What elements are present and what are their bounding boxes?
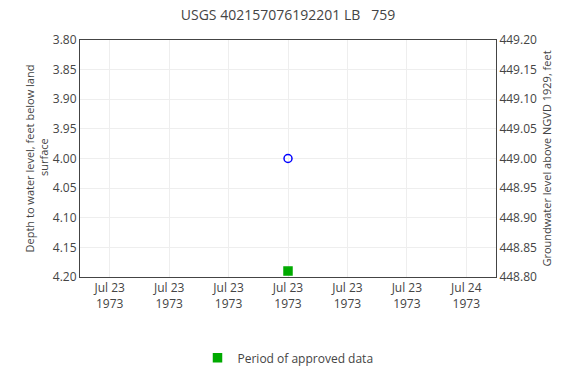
svg-text:449.10: 449.10 [499,90,537,107]
svg-text:USGS 402157076192201 LB 759: USGS 402157076192201 LB 759 [181,5,395,24]
svg-text:449.00: 449.00 [499,150,537,167]
svg-text:4.00: 4.00 [53,150,77,167]
svg-text:3.85: 3.85 [53,61,77,78]
svg-text:Period of approved data: Period of approved data [238,350,374,367]
svg-text:Jul 231973: Jul 231973 [331,279,363,312]
svg-text:Jul 231973: Jul 231973 [93,279,125,312]
svg-text:4.10: 4.10 [53,209,77,226]
svg-text:3.95: 3.95 [53,120,77,137]
svg-text:3.90: 3.90 [53,90,77,107]
svg-text:448.90: 448.90 [499,209,537,226]
svg-text:Jul 231973: Jul 231973 [391,279,423,312]
svg-text:Jul 241973: Jul 241973 [450,279,482,312]
svg-text:Depth to water level, feet bel: Depth to water level, feet below land su… [22,65,51,253]
svg-text:4.20: 4.20 [53,268,77,285]
svg-text:Jul 231973: Jul 231973 [153,279,185,312]
svg-text:448.85: 448.85 [499,239,537,256]
svg-text:449.20: 449.20 [499,31,537,48]
svg-text:449.15: 449.15 [499,61,537,78]
svg-text:Groundwater level above NGVD 1: Groundwater level above NGVD 1929, feet [539,50,554,266]
svg-text:3.80: 3.80 [53,31,77,48]
svg-text:448.95: 448.95 [499,179,537,196]
svg-text:Jul 231973: Jul 231973 [212,279,244,312]
svg-text:4.15: 4.15 [53,239,77,256]
svg-text:448.80: 448.80 [499,268,537,285]
svg-text:4.05: 4.05 [53,179,77,196]
svg-text:449.05: 449.05 [499,120,537,137]
svg-text:Jul 231973: Jul 231973 [272,279,304,312]
